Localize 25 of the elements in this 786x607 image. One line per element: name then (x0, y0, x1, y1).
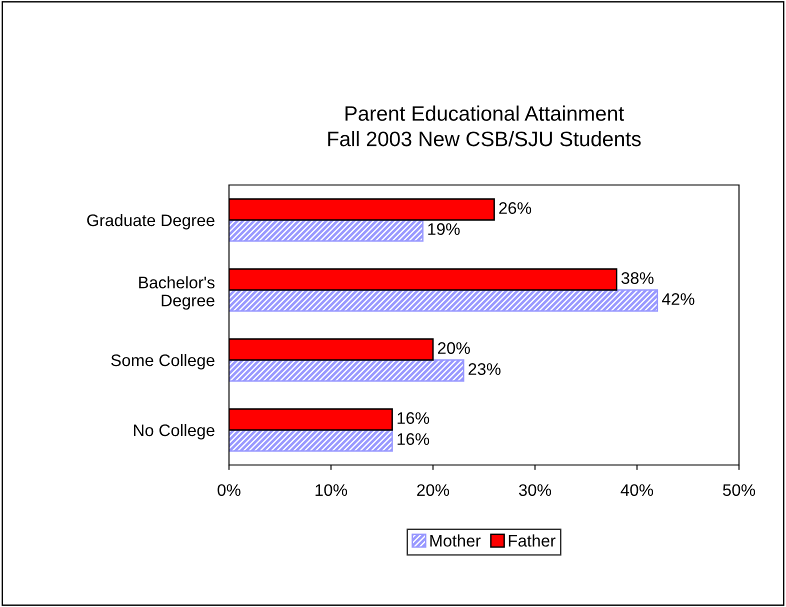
bar (229, 289, 658, 312)
bar (229, 359, 464, 382)
data-label: 16% (398, 433, 430, 445)
legend-label: Father (508, 534, 556, 547)
x-tick-label: 0% (218, 484, 240, 496)
x-tick-label: 30% (518, 484, 552, 496)
data-label: 38% (621, 272, 654, 284)
bar (229, 429, 393, 452)
data-label: 26% (499, 202, 532, 214)
data-label: 16% (398, 412, 430, 424)
x-tick-label: 10% (316, 484, 348, 496)
y-tick-label: Bachelor's Degree (139, 276, 215, 310)
y-tick-label: Some College (111, 354, 214, 370)
y-tick-label: No College (134, 424, 214, 440)
x-tick-label: 50% (722, 484, 756, 496)
x-tick-label: 20% (417, 484, 450, 496)
legend-label: Mother (430, 534, 481, 547)
data-label: 23% (468, 363, 501, 375)
data-label: 19% (428, 223, 460, 235)
data-label: 42% (662, 293, 694, 305)
chart-title: Parent Educational Attainment Fall 2003 New CSB/SJU Students (328, 106, 641, 146)
data-label: 20% (438, 342, 470, 354)
y-tick-label: Graduate Degree (87, 214, 214, 230)
x-tick-label: 40% (620, 484, 654, 496)
bar (229, 219, 424, 242)
